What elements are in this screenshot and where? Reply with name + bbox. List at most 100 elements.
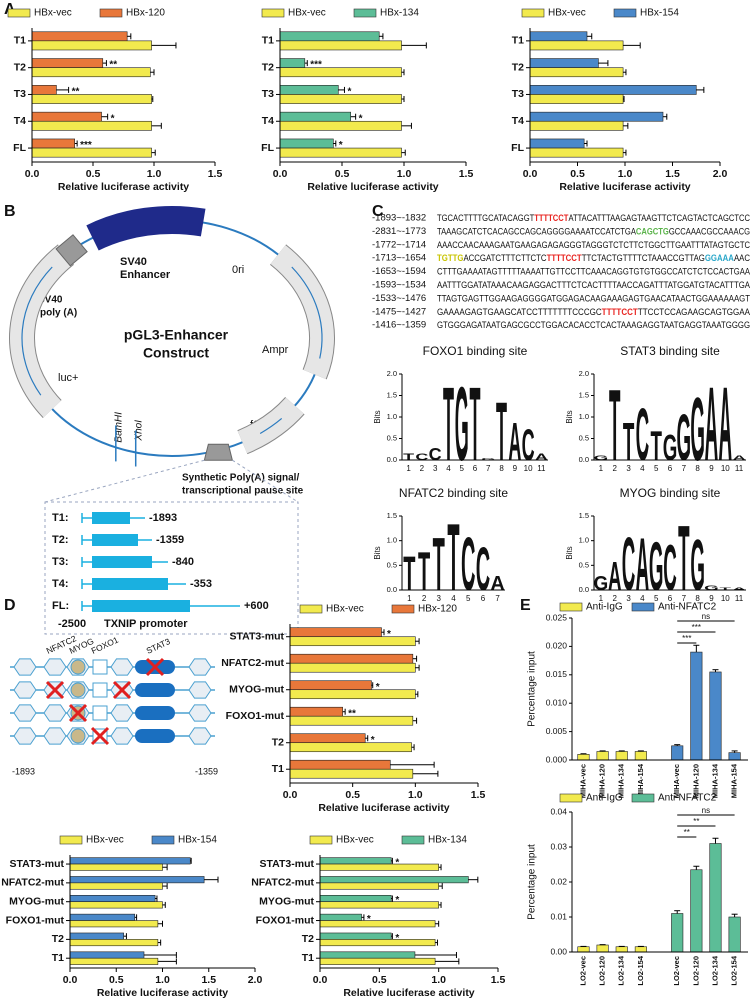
bar — [529, 67, 624, 78]
logo-letter: G — [677, 402, 692, 475]
significance: * — [395, 857, 399, 868]
sequence-segment: AAACCAACAAAGAATGAAGAGAGAGGGTAGGGTCTCTTCT… — [437, 239, 750, 250]
legend-label: HBx-vec — [86, 835, 124, 846]
comparison-label: ns — [702, 806, 710, 815]
y-tick-label: STAT3-mut — [230, 631, 285, 643]
x-tick-label: 11 — [735, 464, 744, 473]
y-tick-label: T1 — [302, 952, 314, 964]
sequence-segment: TGTTG — [437, 253, 463, 264]
error-bar — [712, 837, 719, 844]
x-tick-label: 0.5 — [109, 974, 124, 986]
bar — [319, 901, 439, 909]
site-hex — [43, 727, 67, 745]
error-bar — [123, 933, 127, 940]
bar — [31, 147, 152, 158]
y-tick-label: T3 — [262, 88, 274, 100]
x-tick-label: MIHA-vec — [672, 764, 681, 798]
y-axis-title: Percentage input — [527, 651, 538, 727]
logo-letter: T — [650, 423, 662, 469]
bar — [289, 742, 412, 753]
logo-letter: T — [403, 547, 416, 601]
bar — [289, 706, 343, 717]
sequence-position: -1416~-1359 — [372, 320, 426, 331]
logo-letter: A — [718, 365, 732, 482]
logo-letter: A — [490, 573, 505, 595]
logo-letter: C — [461, 522, 475, 607]
bar — [69, 882, 163, 890]
significance: * — [387, 629, 391, 640]
bar — [319, 863, 439, 871]
legend-swatch — [631, 602, 655, 612]
error-bar — [401, 42, 427, 49]
comparison-label: ** — [693, 817, 699, 826]
x-tick-label: 6 — [668, 464, 673, 473]
y-tick-label: 0.5 — [579, 433, 589, 442]
y-tick-label: 1.5 — [387, 390, 397, 399]
bar — [279, 31, 380, 42]
error-bar — [144, 952, 177, 959]
x-tick-label: 0.5 — [86, 168, 101, 180]
legend-label: Anti-IgG — [586, 793, 623, 804]
x-tick-label: 3 — [626, 464, 631, 473]
bar — [31, 40, 152, 51]
plasmid-label: SV40 — [38, 295, 63, 306]
y-tick-label: T2 — [272, 737, 284, 749]
y-tick-label: T4 — [512, 115, 524, 127]
bar — [31, 85, 57, 95]
legend-swatch — [261, 8, 285, 18]
x-tick-label: 1.0 — [408, 789, 423, 801]
error-bar — [391, 895, 393, 902]
y-tick-label: T2 — [302, 933, 314, 945]
logo-title: NFATC2 binding site — [399, 486, 508, 500]
logo-letter: A — [705, 365, 719, 482]
error-bar — [435, 958, 460, 965]
y-tick-label: FL — [13, 142, 26, 154]
significance: ** — [72, 87, 80, 98]
logo-letter: T — [469, 365, 480, 482]
bar — [671, 745, 684, 761]
bar — [728, 752, 741, 761]
y-axis-title: Bits — [373, 410, 382, 423]
error-bar — [438, 864, 442, 871]
sequence-segment: GCCAAACGCCAAACG — [669, 226, 750, 237]
x-tick-label: 0.5 — [345, 789, 360, 801]
error-bar — [415, 638, 420, 645]
stat3-site — [135, 729, 175, 743]
logo-letter: T — [609, 370, 620, 483]
sequence-segment: AAC — [734, 253, 750, 264]
bar — [529, 85, 697, 95]
x-tick-label: 0.0 — [273, 168, 288, 180]
logo-letter: C — [663, 533, 677, 605]
logo-title: MYOG binding site — [620, 486, 721, 500]
error-bar — [157, 958, 177, 965]
bar — [69, 951, 145, 959]
y-tick-label: 1.0 — [387, 536, 397, 545]
logo-letter: T — [496, 384, 507, 478]
bar — [728, 916, 741, 953]
y-tick-label: 0.010 — [546, 697, 568, 707]
y-tick-label: MYOG-mut — [259, 895, 314, 907]
x-tick-label: MIHA-134 — [617, 763, 626, 798]
plasmid-label: late poly (A) — [20, 308, 77, 319]
bar — [69, 932, 124, 940]
significance: * — [339, 140, 343, 151]
x-tick-label: 1 — [407, 594, 412, 603]
sequence-segment: TTTTCCT — [547, 253, 582, 264]
bar — [69, 939, 159, 947]
x-tick-label: 2 — [420, 464, 425, 473]
x-tick-label: 1.5 — [208, 168, 223, 180]
error-bar — [599, 750, 606, 752]
x-tick-label: 5 — [460, 464, 465, 473]
bar — [529, 94, 624, 104]
sequence-row: TTAGTGAGTTGGAAGAGGGGATGGAGACAAGAAAGAGTGA… — [437, 293, 750, 304]
site-hex — [110, 658, 134, 676]
error-bar — [391, 857, 393, 864]
plasmid-map: SV40 Enhancer 0ri SV40 late poly (A) luc… — [20, 256, 304, 635]
sequence-position: -1593~-1534 — [372, 280, 426, 291]
y-tick-label: T2 — [262, 61, 274, 73]
legend-label: HBx-120 — [126, 8, 165, 19]
polya-box — [55, 234, 88, 267]
error-bar — [162, 864, 168, 871]
error-bar — [674, 910, 681, 914]
error-bar — [162, 901, 166, 908]
